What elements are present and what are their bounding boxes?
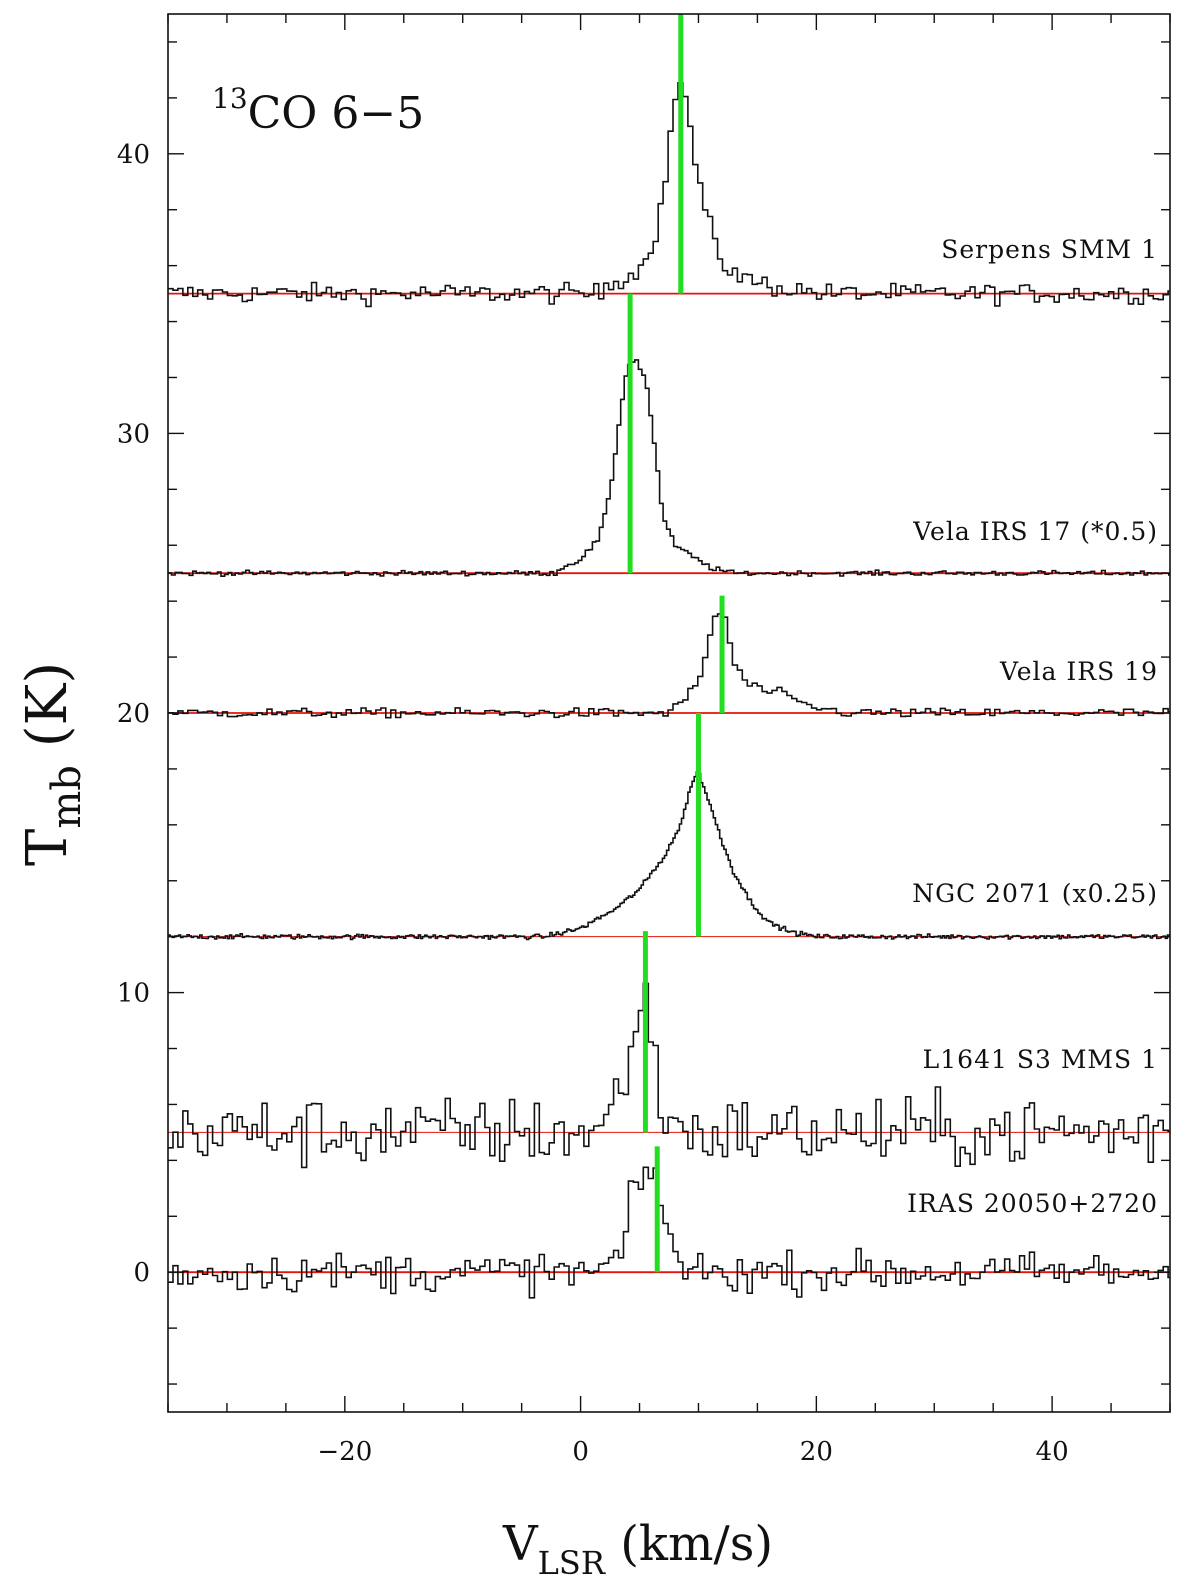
x-axis-title: VLSR (km/s): [502, 1516, 773, 1582]
spectrum-label: Serpens SMM 1: [941, 235, 1158, 264]
spectrum-label: NGC 2071 (x0.25): [912, 879, 1158, 908]
chart-title-main: CO 6−5: [248, 88, 425, 139]
spectrum-line: [168, 1166, 1170, 1299]
spectrum-2: Vela IRS 17 (*0.5): [168, 359, 1170, 577]
spectrum-label: IRAS 20050+2720: [907, 1189, 1158, 1218]
y-axis-title-subscript: mb: [44, 765, 90, 829]
spectrum-label: L1641 S3 MMS 1: [923, 1045, 1158, 1074]
axis-ticks-group: −20 0 20 40 0 10 20 30 40: [117, 14, 1171, 1467]
x-tick-label: −20: [317, 1437, 372, 1467]
spectrum-line: [168, 613, 1170, 719]
x-axis-title-main: V: [502, 1516, 539, 1572]
spectrum-label: Vela IRS 19: [999, 657, 1158, 686]
spectrum-6: IRAS 20050+2720: [168, 1166, 1170, 1299]
y-tick-label: 30: [117, 419, 150, 449]
x-tick-label: 20: [800, 1437, 833, 1467]
velocity-markers-group: [627, 14, 725, 1273]
spectrum-line: [168, 82, 1170, 308]
y-tick-label: 0: [133, 1258, 150, 1288]
x-axis-title-rest: (km/s): [605, 1516, 773, 1572]
y-axis-title: Tmb (K): [15, 662, 90, 866]
y-axis-title-main: T: [15, 829, 80, 866]
spectrum-5: L1641 S3 MMS 1: [168, 982, 1170, 1169]
x-axis-title-subscript: LSR: [538, 1544, 606, 1582]
spectrum-line: [168, 359, 1170, 577]
y-axis-title-rest: (K): [15, 662, 80, 765]
spectrum-4: NGC 2071 (x0.25): [168, 771, 1171, 941]
spectrum-1: Serpens SMM 1: [168, 82, 1170, 308]
chart-title-superscript: 13: [212, 82, 248, 115]
spectrum-line: [168, 771, 1171, 941]
y-tick-label: 20: [117, 699, 150, 729]
spectrum-3: Vela IRS 19: [168, 613, 1170, 719]
spectrum-label: Vela IRS 17 (*0.5): [912, 517, 1158, 546]
chart-title: 13CO 6−5: [212, 82, 424, 139]
y-tick-label: 40: [117, 140, 150, 170]
x-tick-label: 40: [1036, 1437, 1069, 1467]
x-tick-label: 0: [572, 1437, 589, 1467]
spectrum-line: [168, 982, 1170, 1169]
y-tick-label: 10: [117, 979, 150, 1009]
spectra-group: Serpens SMM 1 Vela IRS 17 (*0.5) Vela IRS …: [168, 82, 1171, 1299]
